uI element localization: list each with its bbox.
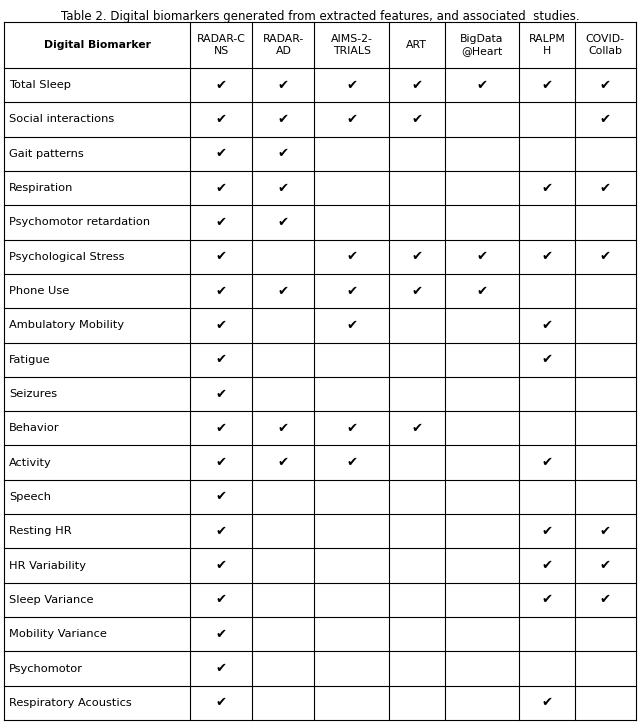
Text: ✔: ✔ xyxy=(346,285,357,298)
Text: ✔: ✔ xyxy=(216,628,227,641)
Text: Fatigue: Fatigue xyxy=(9,355,51,365)
Text: ✔: ✔ xyxy=(600,251,611,264)
Text: BigData
@Heart: BigData @Heart xyxy=(460,34,504,56)
Text: ✔: ✔ xyxy=(346,251,357,264)
Text: ✔: ✔ xyxy=(346,319,357,332)
Text: ✔: ✔ xyxy=(346,79,357,92)
Text: Speech: Speech xyxy=(9,492,51,502)
Text: ✔: ✔ xyxy=(216,525,227,538)
Text: ✔: ✔ xyxy=(216,79,227,92)
Text: ✔: ✔ xyxy=(278,456,289,469)
Text: Behavior: Behavior xyxy=(9,424,60,434)
Text: RALPM
H: RALPM H xyxy=(529,34,565,56)
Text: ✔: ✔ xyxy=(541,559,552,572)
Text: ✔: ✔ xyxy=(541,182,552,195)
Text: ✔: ✔ xyxy=(600,79,611,92)
Text: ✔: ✔ xyxy=(216,319,227,332)
Text: Digital Biomarker: Digital Biomarker xyxy=(44,40,151,50)
Text: ✔: ✔ xyxy=(541,319,552,332)
Text: ✔: ✔ xyxy=(278,113,289,126)
Text: ✔: ✔ xyxy=(600,182,611,195)
Text: ✔: ✔ xyxy=(541,79,552,92)
Text: ✔: ✔ xyxy=(541,456,552,469)
Text: ✔: ✔ xyxy=(600,594,611,607)
Text: AIMS-2-
TRIALS: AIMS-2- TRIALS xyxy=(331,34,372,56)
Text: ✔: ✔ xyxy=(278,147,289,160)
Text: Ambulatory Mobility: Ambulatory Mobility xyxy=(9,320,124,330)
Text: ✔: ✔ xyxy=(600,113,611,126)
Text: ✔: ✔ xyxy=(216,594,227,607)
Text: ✔: ✔ xyxy=(278,79,289,92)
Text: ✔: ✔ xyxy=(411,285,422,298)
Text: ✔: ✔ xyxy=(541,696,552,710)
Text: Gait patterns: Gait patterns xyxy=(9,149,84,159)
Text: ✔: ✔ xyxy=(278,285,289,298)
Text: ✔: ✔ xyxy=(216,559,227,572)
Text: COVID-
Collab: COVID- Collab xyxy=(586,34,625,56)
Text: Mobility Variance: Mobility Variance xyxy=(9,629,107,639)
Text: ✔: ✔ xyxy=(346,456,357,469)
Text: ✔: ✔ xyxy=(216,216,227,229)
Text: ✔: ✔ xyxy=(346,422,357,435)
Text: ✔: ✔ xyxy=(541,251,552,264)
Text: Activity: Activity xyxy=(9,458,52,468)
Text: HR Variability: HR Variability xyxy=(9,560,86,571)
Text: ✔: ✔ xyxy=(278,216,289,229)
Text: ✔: ✔ xyxy=(411,79,422,92)
Text: Psychological Stress: Psychological Stress xyxy=(9,252,125,262)
Text: ✔: ✔ xyxy=(278,182,289,195)
Text: RADAR-C
NS: RADAR-C NS xyxy=(197,34,246,56)
Text: Social interactions: Social interactions xyxy=(9,114,115,125)
Text: ✔: ✔ xyxy=(216,387,227,400)
Text: Respiratory Acoustics: Respiratory Acoustics xyxy=(9,698,132,708)
Text: Respiration: Respiration xyxy=(9,183,74,193)
Text: ✔: ✔ xyxy=(541,353,552,366)
Text: ✔: ✔ xyxy=(476,251,487,264)
Text: Total Sleep: Total Sleep xyxy=(9,80,71,90)
Text: ✔: ✔ xyxy=(216,113,227,126)
Text: ✔: ✔ xyxy=(216,662,227,675)
Text: ✔: ✔ xyxy=(411,251,422,264)
Text: ✔: ✔ xyxy=(278,422,289,435)
Text: ART: ART xyxy=(406,40,427,50)
Text: ✔: ✔ xyxy=(541,594,552,607)
Text: Psychomotor: Psychomotor xyxy=(9,663,83,673)
Text: Psychomotor retardation: Psychomotor retardation xyxy=(9,217,150,227)
Text: Table 2. Digital biomarkers generated from extracted features, and associated  s: Table 2. Digital biomarkers generated fr… xyxy=(61,10,579,23)
Text: ✔: ✔ xyxy=(216,285,227,298)
Text: ✔: ✔ xyxy=(541,525,552,538)
Text: ✔: ✔ xyxy=(600,525,611,538)
Text: ✔: ✔ xyxy=(216,353,227,366)
Text: ✔: ✔ xyxy=(216,422,227,435)
Text: ✔: ✔ xyxy=(216,182,227,195)
Text: ✔: ✔ xyxy=(411,422,422,435)
Text: ✔: ✔ xyxy=(216,490,227,503)
Text: ✔: ✔ xyxy=(476,285,487,298)
Text: RADAR-
AD: RADAR- AD xyxy=(262,34,304,56)
Text: Resting HR: Resting HR xyxy=(9,526,72,536)
Text: Phone Use: Phone Use xyxy=(9,286,69,296)
Text: Seizures: Seizures xyxy=(9,389,57,399)
Text: Sleep Variance: Sleep Variance xyxy=(9,595,93,605)
Text: ✔: ✔ xyxy=(346,113,357,126)
Text: ✔: ✔ xyxy=(216,696,227,710)
Text: ✔: ✔ xyxy=(411,113,422,126)
Text: ✔: ✔ xyxy=(216,456,227,469)
Text: ✔: ✔ xyxy=(476,79,487,92)
Text: ✔: ✔ xyxy=(600,559,611,572)
Text: ✔: ✔ xyxy=(216,147,227,160)
Text: ✔: ✔ xyxy=(216,251,227,264)
